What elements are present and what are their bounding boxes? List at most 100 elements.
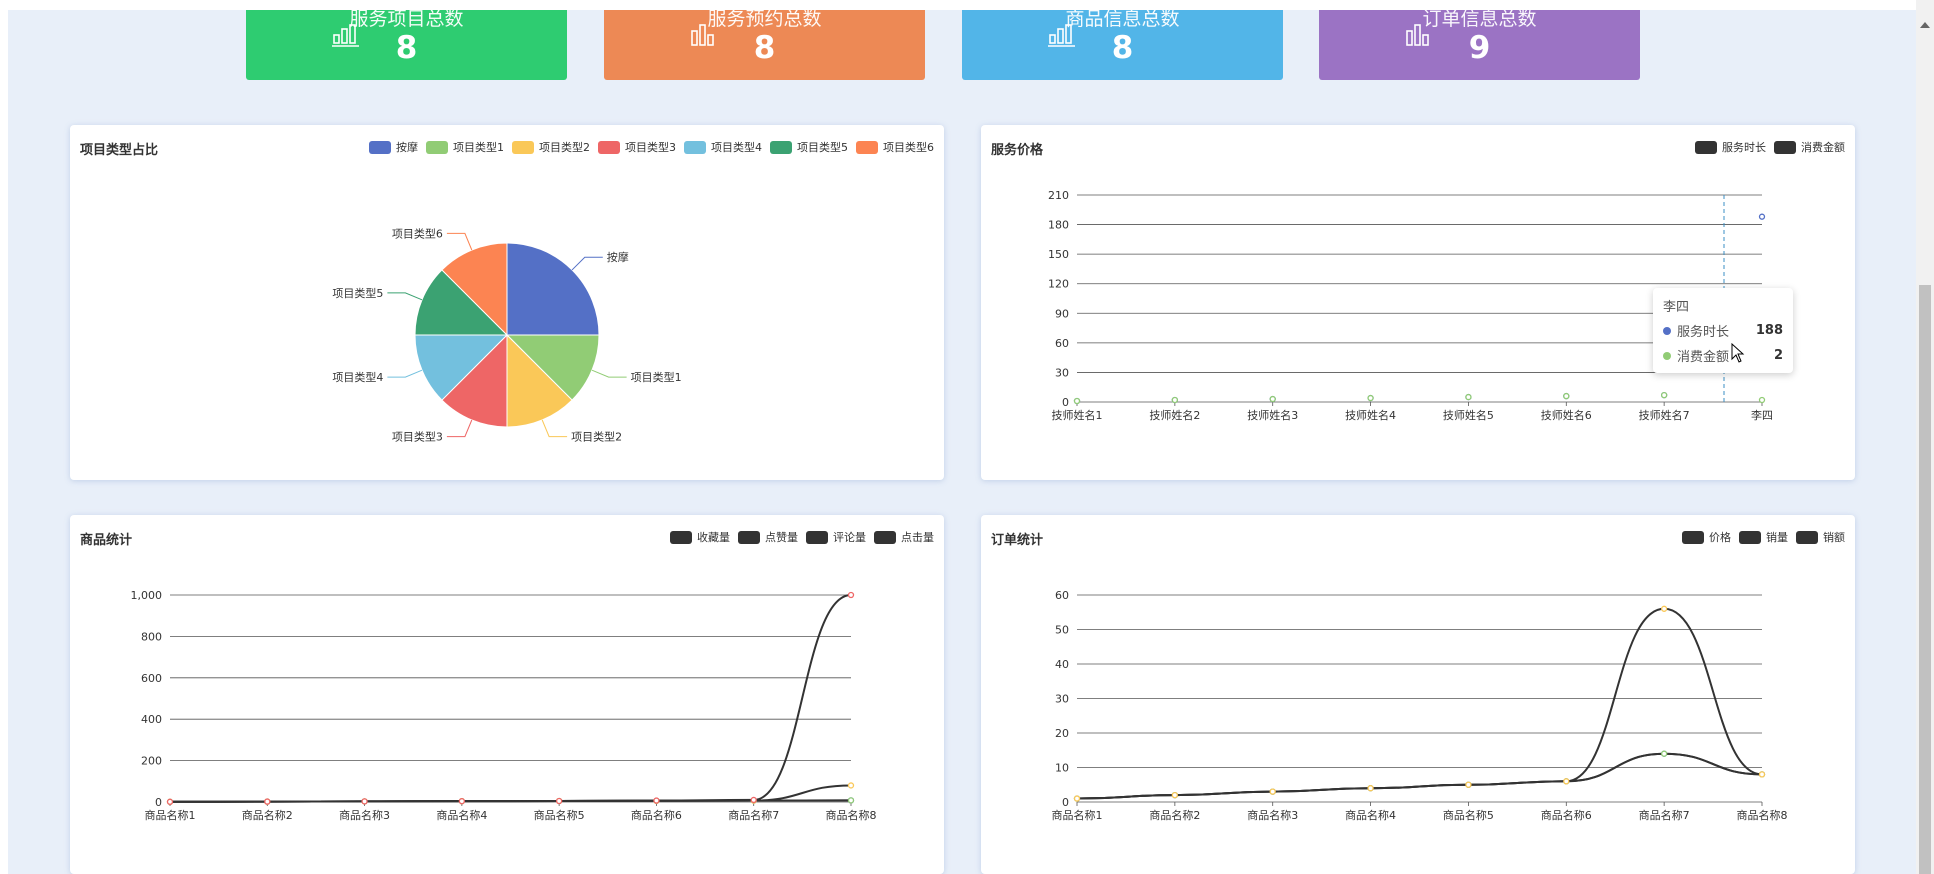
tooltip-row: 消费金额 2 [1663, 346, 1783, 365]
legend-item[interactable]: 点赞量 [738, 529, 798, 545]
y-tick-label: 150 [1048, 248, 1069, 261]
legend-swatch [874, 530, 896, 544]
y-tick-label: 30 [1055, 366, 1069, 379]
data-point [1660, 391, 1668, 399]
x-tick-label: 技师姓名2 [1149, 408, 1200, 422]
x-tick-label: 商品名称5 [1443, 808, 1494, 822]
y-tick-label: 0 [155, 796, 162, 809]
order-stats-panel: 订单统计 价格 销量 销额 0 10 20 30 40 50 60 商品名称1 商品名称2 商品名称3… [981, 515, 1855, 874]
legend-label: 收藏量 [697, 531, 730, 544]
x-tick-label: 商品名称3 [1247, 808, 1298, 822]
data-point [555, 797, 563, 805]
y-tick-label: 0 [1062, 396, 1069, 409]
order-stats-chart[interactable]: 0 10 20 30 40 50 60 商品名称1 商品名称2 商品名称3 商品名称4 商品名称5 商品… [981, 515, 1855, 874]
y-tick-label: 0 [1062, 796, 1069, 809]
stat-label: 订单信息总数 [1422, 8, 1537, 30]
dashboard-stage: 服务项目总数 8 服务预约总数 8 商品信息总数 8 订单信息总数 9 项目类型 [8, 8, 1916, 874]
legend-item[interactable]: 点击量 [874, 529, 934, 545]
data-point [1465, 781, 1472, 788]
x-tick-label: 商品名称1 [1052, 808, 1103, 822]
pie-label: 项目类型5 [332, 286, 383, 300]
legend-item[interactable]: 项目类型6 [856, 139, 934, 155]
data-point [1660, 750, 1668, 757]
legend-item[interactable]: 项目类型2 [512, 139, 590, 155]
legend-swatch [738, 530, 760, 544]
stat-value: 8 [1111, 30, 1134, 66]
data-point [1758, 213, 1766, 220]
legend-swatch [1739, 530, 1761, 544]
x-tick-label: 技师姓名7 [1639, 408, 1690, 422]
legend-label: 点赞量 [765, 531, 798, 544]
scroll-up-arrow-icon[interactable] [1920, 22, 1930, 28]
y-tick-label: 60 [1055, 337, 1069, 350]
pie-label: 按摩 [607, 250, 629, 264]
bar-chart-icon [691, 24, 714, 46]
x-tick-label: 商品名称4 [1345, 808, 1396, 822]
x-tick-label: 商品名称8 [1737, 808, 1788, 822]
legend-item[interactable]: 项目类型3 [598, 139, 676, 155]
legend-label: 评论量 [833, 531, 866, 544]
legend-item[interactable]: 评论量 [806, 529, 866, 545]
data-point [1563, 392, 1570, 400]
service-price-chart[interactable]: 0 30 60 90 120 150 180 210 技师姓名1 技师姓名2 技师姓名3 技师姓名4 技… [981, 125, 1855, 480]
legend-label: 销量 [1766, 531, 1788, 544]
stat-value: 8 [753, 30, 776, 66]
x-tick-label: 商品名称2 [242, 808, 293, 822]
tooltip-value: 188 [1755, 323, 1783, 338]
tooltip-row: 服务时长 188 [1663, 321, 1783, 340]
tooltip-value: 2 [1773, 348, 1783, 363]
order-stats-legend[interactable]: 价格 销量 销额 [1682, 529, 1845, 545]
x-tick-label: 商品名称6 [631, 808, 682, 822]
panel-title: 商品统计 [80, 533, 133, 548]
pie-label-line [387, 292, 423, 301]
series-line [169, 594, 852, 803]
legend-item[interactable]: 收藏量 [670, 529, 730, 545]
x-tick-label: 商品名称3 [339, 808, 390, 822]
data-point [1367, 394, 1374, 402]
pie-label-line [591, 369, 627, 378]
legend-swatch [598, 140, 620, 154]
legend-swatch [684, 140, 706, 154]
bar-chart-icon [1048, 24, 1075, 47]
pie-label-line [446, 419, 473, 438]
data-point [1758, 396, 1766, 404]
data-point [361, 798, 368, 805]
x-tick-label: 技师姓名3 [1247, 408, 1298, 422]
y-tick-label: 400 [141, 713, 162, 726]
x-tick-label: 商品名称2 [1149, 808, 1200, 822]
legend-item[interactable]: 服务时长 [1695, 139, 1766, 155]
product-stats-chart[interactable]: 0 200 400 600 800 1,000 商品名称1 商品名称2 商品名称3 商品名称4 商品… [70, 515, 944, 874]
legend-item[interactable]: 项目类型5 [770, 139, 848, 155]
data-point [1171, 791, 1179, 799]
legend-swatch [1695, 140, 1717, 154]
panel-title: 服务价格 [991, 143, 1044, 158]
scrollbar-thumb[interactable] [1919, 285, 1931, 874]
tooltip-dot [1663, 326, 1671, 335]
data-point [1269, 788, 1276, 795]
service-price-legend[interactable]: 服务时长 消费金额 [1695, 139, 1845, 155]
chart-tooltip: 李四 服务时长 188 消费金额 2 [1653, 288, 1793, 373]
legend-item[interactable]: 按摩 [369, 139, 418, 155]
legend-label: 服务时长 [1722, 141, 1766, 154]
legend-item[interactable]: 价格 [1682, 529, 1731, 545]
legend-item[interactable]: 项目类型4 [684, 139, 762, 155]
legend-swatch [806, 530, 828, 544]
pie-label: 项目类型1 [631, 370, 682, 384]
pie-label: 项目类型2 [571, 430, 622, 444]
y-tick-label: 600 [141, 672, 162, 685]
y-tick-label: 200 [141, 755, 162, 768]
legend-item[interactable]: 消费金额 [1774, 139, 1845, 155]
legend-label: 消费金额 [1801, 141, 1845, 154]
pie-label-line [387, 369, 423, 378]
legend-label: 点击量 [901, 531, 934, 544]
legend-item[interactable]: 销量 [1739, 529, 1788, 545]
y-tick-label: 120 [1048, 278, 1069, 291]
page-scrollbar[interactable] [1916, 0, 1934, 874]
legend-item[interactable]: 销额 [1796, 529, 1845, 545]
bar-chart-icon [332, 24, 359, 47]
product-stats-legend[interactable]: 收藏量 点赞量 评论量 点击量 [670, 529, 934, 545]
pie-legend[interactable]: 按摩 项目类型1 项目类型2 项目类型3 项目类型4 项目类型5 项目类型6 [369, 139, 934, 155]
legend-item[interactable]: 项目类型1 [426, 139, 504, 155]
y-tick-label: 40 [1055, 658, 1069, 671]
